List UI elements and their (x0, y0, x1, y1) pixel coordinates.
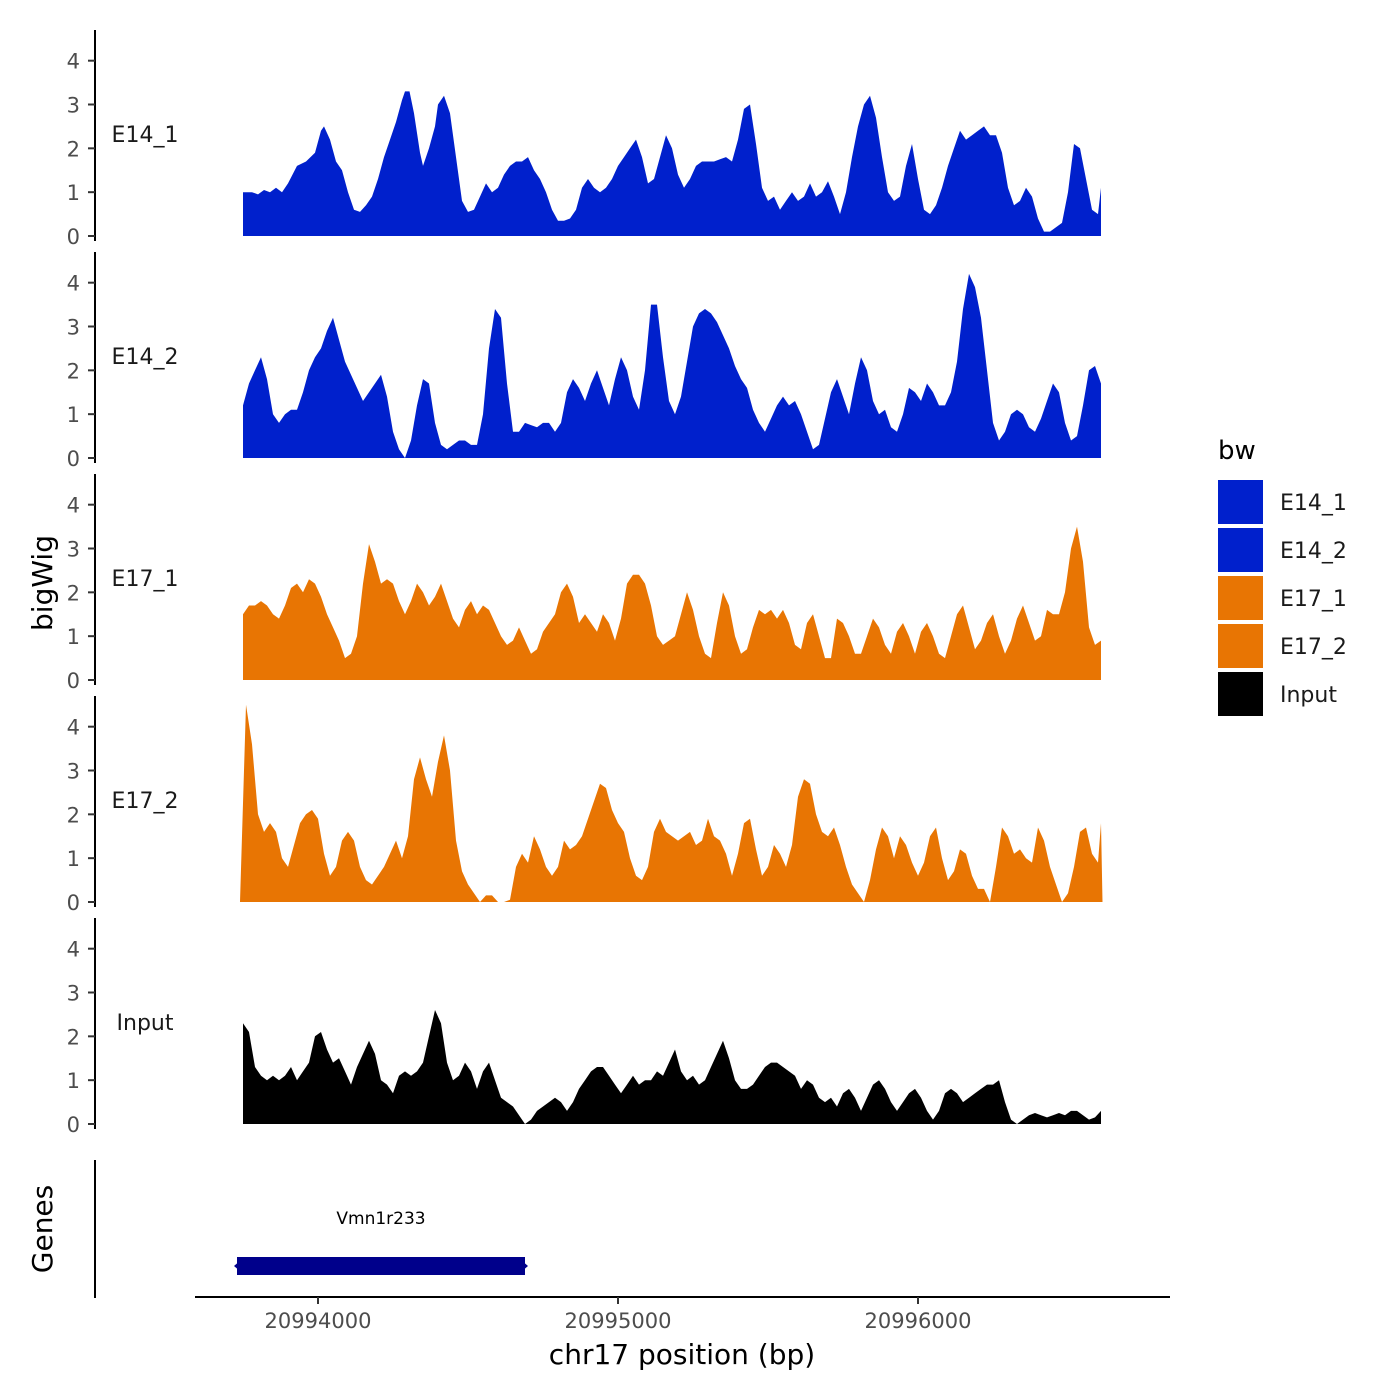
gene-start-cap (234, 1260, 241, 1272)
track-label: Input (117, 1011, 174, 1036)
track-label: E14_2 (112, 345, 179, 370)
y-tick-label: 3 (67, 760, 80, 784)
y-tick-label: 0 (67, 891, 80, 915)
y-tick-label: 1 (67, 847, 80, 871)
x-tick-label: 20996000 (865, 1309, 972, 1333)
gene-panel: Genes Vmn1r233 (26, 1160, 528, 1298)
y-tick-label: 2 (67, 581, 80, 605)
y-tick-label: 1 (67, 1069, 80, 1093)
y-tick-label: 4 (67, 494, 80, 518)
legend-swatch (1218, 576, 1263, 620)
legend-label: E14_1 (1280, 491, 1347, 516)
legend-swatch (1218, 528, 1263, 572)
gene-body (237, 1257, 525, 1275)
y-tick-label: 2 (67, 1025, 80, 1049)
signal-area-e17-2 (240, 704, 1103, 902)
legend-label: E14_2 (1280, 539, 1347, 564)
x-tick-label: 20994000 (265, 1309, 372, 1333)
x-tick-label: 20995000 (565, 1309, 672, 1333)
y-tick-label: 1 (67, 181, 80, 205)
track-e14-2: 0 1 2 3 4 (67, 252, 1101, 471)
track-e17-1: 0 1 2 3 4 (67, 474, 1101, 693)
y-tick-label: 3 (67, 982, 80, 1006)
y-tick-label: 2 (67, 803, 80, 827)
legend-entry: E14_2 (1218, 528, 1347, 572)
signal-area-e14-2 (243, 273, 1101, 458)
legend: bw E14_1 E14_2 E17_1 E17_2 Input (1218, 436, 1347, 716)
y-tick-label: 1 (67, 403, 80, 427)
legend-label: E17_2 (1280, 635, 1347, 660)
gene-label: Vmn1r233 (336, 1209, 425, 1229)
track-label: E14_1 (112, 123, 179, 148)
legend-title: bw (1218, 436, 1256, 466)
y-tick-label: 3 (67, 94, 80, 118)
y-tick-label: 3 (67, 316, 80, 340)
legend-entry: E17_2 (1218, 624, 1347, 668)
legend-swatch (1218, 480, 1263, 524)
track-label: E17_1 (112, 567, 179, 592)
y-axis-title: bigWig (26, 535, 59, 631)
legend-entry: Input (1218, 672, 1337, 716)
track-e17-2: 0 1 2 3 4 (67, 696, 1103, 915)
track-input: 0 1 2 3 4 (67, 918, 1101, 1137)
y-tick-label: 4 (67, 938, 80, 962)
y-tick-label: 4 (67, 716, 80, 740)
signal-area-e14-1 (243, 91, 1101, 237)
y-tick-label: 0 (67, 1113, 80, 1137)
gene-panel-title: Genes (26, 1185, 59, 1273)
signal-tracks: 0 1 2 3 4 0 1 2 3 4 0 1 2 3 4 0 1 2 3 4 0 1 2 3 4 (67, 30, 1103, 1137)
legend-entry: E14_1 (1218, 480, 1347, 524)
legend-swatch (1218, 672, 1263, 716)
legend-label: E17_1 (1280, 587, 1347, 612)
y-tick-label: 2 (67, 137, 80, 161)
y-tick-label: 0 (67, 225, 80, 249)
signal-area-e17-1 (243, 526, 1101, 680)
legend-entry: E17_1 (1218, 576, 1347, 620)
x-axis: 20994000 20995000 20996000 chr17 position … (195, 1296, 1170, 1371)
track-labels: E14_1 E14_2 E17_1 E17_2 Input (112, 123, 179, 1036)
signal-area-input (243, 1010, 1101, 1124)
y-tick-label: 4 (67, 50, 80, 74)
x-axis-title: chr17 position (bp) (549, 1338, 815, 1371)
legend-swatch (1218, 624, 1263, 668)
track-label: E17_2 (112, 789, 179, 814)
y-tick-label: 0 (67, 669, 80, 693)
y-tick-label: 1 (67, 625, 80, 649)
legend-label: Input (1280, 683, 1337, 708)
y-tick-label: 4 (67, 272, 80, 296)
track-e14-1: 0 1 2 3 4 (67, 30, 1101, 249)
gene-end-cap (521, 1260, 528, 1272)
y-tick-label: 0 (67, 447, 80, 471)
y-tick-label: 2 (67, 359, 80, 383)
y-tick-label: 3 (67, 538, 80, 562)
